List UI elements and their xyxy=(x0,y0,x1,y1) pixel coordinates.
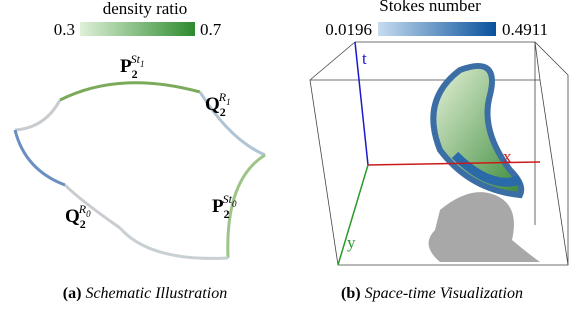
caption: (a) Schematic Illustration xyxy=(63,285,227,302)
y-axis-label: y xyxy=(347,233,356,252)
t-axis-label: t xyxy=(362,49,367,68)
figure: density ratio 0.3 0.7 P2St1 Q2R1 Q2R0 P2… xyxy=(0,0,580,309)
colorbar-min: 0.0196 xyxy=(325,20,372,39)
colorbar-max: 0.4911 xyxy=(502,20,548,39)
shape xyxy=(15,83,265,259)
point-label: P2St1 xyxy=(120,52,144,81)
point-label: Q2R0 xyxy=(65,202,91,231)
colorbar-label: density ratio xyxy=(103,0,188,18)
x-axis-label: x xyxy=(503,147,512,166)
shadow xyxy=(429,192,540,262)
colorbar xyxy=(378,22,496,36)
point-label: Q2R1 xyxy=(205,90,231,119)
colorbar-max: 0.7 xyxy=(200,20,222,39)
colorbar xyxy=(80,22,195,36)
colorbar-label: Stokes number xyxy=(379,0,481,15)
caption: (b) Space-time Visualization xyxy=(341,285,523,302)
colorbar-min: 0.3 xyxy=(54,20,75,39)
